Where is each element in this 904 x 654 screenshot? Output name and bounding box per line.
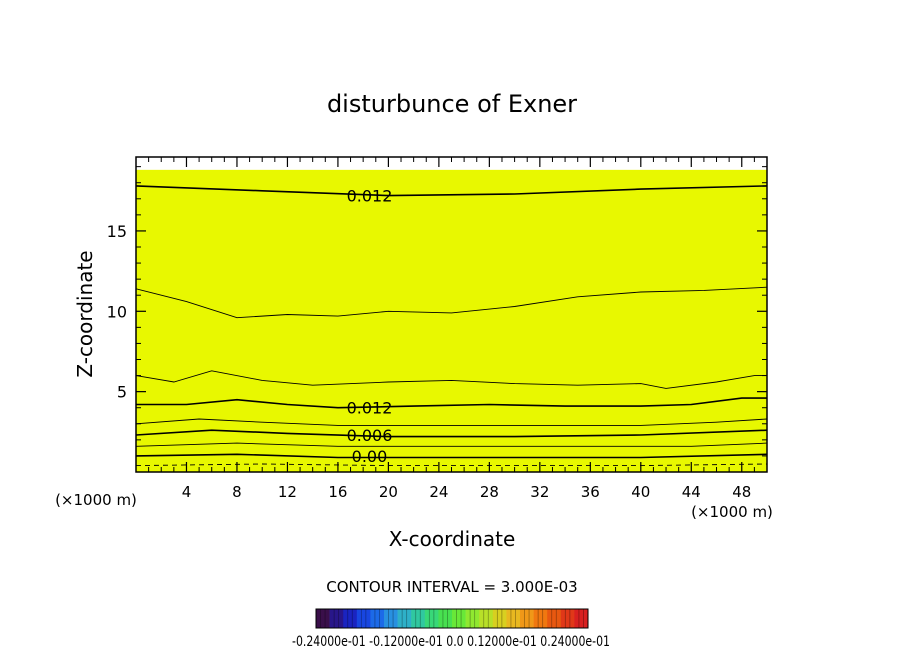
contour-interval-text: CONTOUR INTERVAL = 3.000E-03 bbox=[326, 578, 577, 596]
x-tick-label: 20 bbox=[379, 483, 398, 501]
colorbar-segment bbox=[356, 609, 371, 628]
colorbar-scale-label: -0.24000e-01 -0.12000e-01 0.0 0.12000e-0… bbox=[292, 634, 610, 650]
colorbar-segment bbox=[411, 609, 426, 628]
y-tick-label: 10 bbox=[107, 302, 127, 321]
colorbar-segment bbox=[574, 609, 589, 628]
colorbar-segment bbox=[384, 609, 398, 628]
contour-line-4 bbox=[136, 418, 767, 426]
z-unit-label: (×1000 m) bbox=[55, 491, 137, 509]
colorbar-segment bbox=[452, 609, 466, 628]
x-tick-label: 40 bbox=[631, 483, 650, 501]
colorbar-segment bbox=[520, 609, 534, 628]
x-tick-label: 16 bbox=[328, 483, 347, 501]
colorbar-segment bbox=[370, 609, 385, 628]
y-tick-label: 15 bbox=[107, 222, 127, 241]
contour-labels: 0.012 0.012 0.006 0.00 bbox=[347, 187, 393, 466]
contour-line-1 bbox=[136, 286, 767, 319]
colorbar-segment bbox=[492, 609, 507, 628]
contour-line-2 bbox=[136, 370, 767, 389]
contour-label: 0.006 bbox=[347, 426, 393, 445]
colorbar-segment bbox=[465, 609, 480, 628]
y-axis-label: Z-coordinate bbox=[73, 250, 97, 377]
x-axis-label: X-coordinate bbox=[389, 527, 516, 551]
contour-line-6 bbox=[136, 442, 767, 447]
x-tick-label: 44 bbox=[682, 483, 701, 501]
contour-label: 0.00 bbox=[352, 447, 388, 466]
contour-lines bbox=[136, 185, 767, 467]
colorbar-segment bbox=[547, 609, 562, 628]
contour-line-8 bbox=[136, 463, 767, 467]
colorbar-segment bbox=[533, 609, 548, 628]
colorbar-segment bbox=[506, 609, 521, 628]
colorbar-segment bbox=[438, 609, 453, 628]
y-tick-label: 5 bbox=[117, 383, 127, 402]
contour-line-0 bbox=[136, 185, 767, 197]
colorbar-segment bbox=[343, 609, 358, 628]
colorbar-segment bbox=[560, 609, 575, 628]
colorbar-segment bbox=[397, 609, 412, 628]
color-bands bbox=[136, 169, 767, 472]
contour-label: 0.012 bbox=[347, 187, 393, 206]
colorbar-frame bbox=[315, 608, 589, 629]
contour-line-7 bbox=[136, 453, 767, 459]
x-unit-label: (×1000 m) bbox=[691, 503, 773, 521]
colorbar-segment bbox=[424, 609, 439, 628]
x-tick-label: 24 bbox=[429, 483, 448, 501]
contour-line-3 bbox=[136, 397, 767, 409]
chart-title: disturbunce of Exner bbox=[327, 90, 577, 118]
contour-label: 0.012 bbox=[347, 399, 393, 418]
plot-area bbox=[136, 169, 767, 472]
x-tick-label: 28 bbox=[480, 483, 499, 501]
colorbar bbox=[315, 608, 589, 629]
x-tick-label: 32 bbox=[530, 483, 549, 501]
color-band-16 bbox=[136, 169, 767, 472]
x-tick-label: 36 bbox=[581, 483, 600, 501]
x-tick-label: 4 bbox=[182, 483, 192, 501]
contour-line-5 bbox=[136, 429, 767, 438]
x-tick-label: 48 bbox=[732, 483, 751, 501]
colorbar-segment bbox=[316, 609, 330, 628]
x-tick-label: 8 bbox=[232, 483, 242, 501]
colorbar-segment bbox=[329, 609, 344, 628]
x-tick-label: 12 bbox=[278, 483, 297, 501]
colorbar-segment bbox=[479, 609, 494, 628]
